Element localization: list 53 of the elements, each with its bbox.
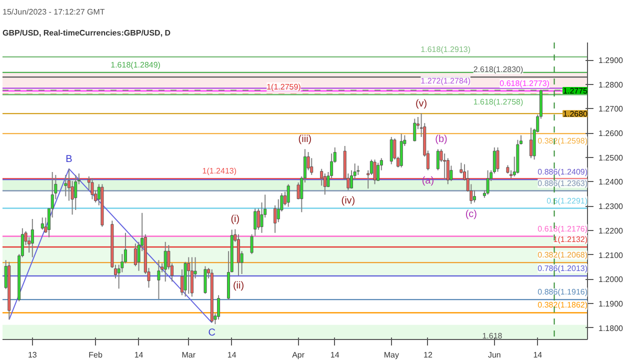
ref-line-label: 1.618(1.2913) bbox=[420, 44, 471, 54]
ref-line-label: 2.618(1.2830) bbox=[473, 65, 524, 74]
annotation: (c) bbox=[465, 208, 478, 220]
annotation: (b) bbox=[435, 134, 448, 146]
annotation: C bbox=[208, 328, 216, 339]
annotation: (ii) bbox=[232, 280, 244, 292]
annotation: (v) bbox=[415, 98, 428, 110]
y-tick-label: 1.1800 bbox=[598, 324, 624, 333]
y-tick-label: 1.2400 bbox=[598, 178, 624, 187]
ref-line-label: 0.618(1.2176) bbox=[538, 224, 588, 234]
ref-line-label: 1.272(1.2784) bbox=[420, 76, 471, 86]
x-tick-label: Mar bbox=[182, 350, 196, 360]
chart-title: GBP/USD, Real-timeCurrencies:GBP/USD, D bbox=[2, 28, 171, 38]
ref-line-label: 1.618(1.2849) bbox=[110, 60, 161, 70]
y-tick-label: 1.1900 bbox=[598, 299, 624, 308]
ref-line-label: 0.618(1.2773) bbox=[500, 78, 550, 88]
x-tick-label: 13 bbox=[28, 350, 38, 360]
y-tick-label: 1.2000 bbox=[598, 275, 624, 284]
ref-line-label: 0.886(1.2363) bbox=[538, 178, 588, 188]
x-tick-label: Feb bbox=[88, 350, 104, 360]
ref-line-label: 0.382(1.2068) bbox=[538, 250, 588, 260]
x-tick-label: 14 bbox=[330, 350, 340, 360]
x-tick-label: May bbox=[384, 350, 399, 360]
y-tick-label: 1.2100 bbox=[598, 250, 624, 260]
x-tick-label: Jun bbox=[488, 350, 501, 360]
ref-line-label: 1(1.2132) bbox=[553, 234, 588, 244]
text: 15/Jun/2023 - 17:12:27 GMT bbox=[2, 8, 105, 16]
annotation: (iv) bbox=[341, 195, 356, 206]
y-tick-label: 1.2800 bbox=[598, 80, 624, 90]
x-tick-label: 12 bbox=[424, 350, 433, 360]
y-tick-label: 1.2300 bbox=[598, 202, 624, 212]
ref-line-label: 0.886(1.2409) bbox=[538, 168, 588, 177]
y-tick-label: 1.2600 bbox=[598, 129, 624, 138]
annotation: (iii) bbox=[298, 134, 312, 146]
annotation: B bbox=[66, 154, 73, 165]
ref-line-label: 1(1.2413) bbox=[202, 166, 237, 176]
y-tick-label: 1.2900 bbox=[598, 56, 624, 66]
x-tick-label: Apr bbox=[292, 350, 305, 360]
y-tick-label: 1.2200 bbox=[598, 226, 624, 236]
band-label: 1.618 bbox=[482, 332, 503, 340]
x-tick-label: 14 bbox=[227, 350, 237, 360]
ref-line-label: 0.786(1.2013) bbox=[538, 264, 588, 273]
ref-line-label: 1.2775 bbox=[563, 86, 588, 96]
y-tick-label: 1.2700 bbox=[598, 104, 624, 114]
ref-line-label: 1.2680 bbox=[563, 110, 588, 119]
annotation: (i) bbox=[230, 214, 240, 226]
ref-line-label: 0.886(1.1916) bbox=[538, 288, 588, 297]
ref-line-label: 1(1.2759) bbox=[266, 82, 302, 92]
x-tick-label: 14 bbox=[134, 350, 144, 360]
ref-line-label: 1.618(1.2758) bbox=[473, 98, 524, 107]
y-tick-label: 1.2500 bbox=[598, 153, 624, 162]
ref-line-label: 0.382(1.1862) bbox=[538, 300, 588, 310]
x-tick-label: 14 bbox=[533, 350, 543, 360]
